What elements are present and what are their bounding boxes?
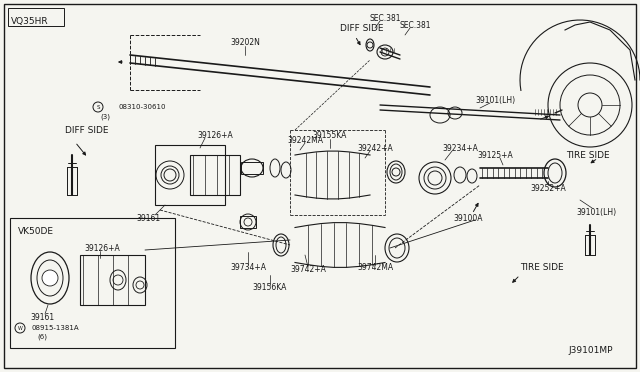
Bar	[190, 155, 240, 195]
Text: 39252+A: 39252+A	[530, 183, 566, 192]
Text: 39125+A: 39125+A	[477, 151, 513, 160]
Text: DIFF SIDE: DIFF SIDE	[65, 125, 109, 135]
Bar	[10, 218, 175, 348]
Bar	[155, 145, 225, 205]
Text: TIRE SIDE: TIRE SIDE	[520, 263, 564, 273]
Text: 39234+A: 39234+A	[442, 144, 478, 153]
Text: 39101(LH): 39101(LH)	[576, 208, 616, 217]
Text: VQ35HR: VQ35HR	[11, 17, 49, 26]
Bar	[241, 162, 263, 174]
Text: SEC.381: SEC.381	[369, 13, 401, 22]
Text: 08310-30610: 08310-30610	[118, 104, 166, 110]
Text: SEC.381: SEC.381	[399, 20, 431, 29]
Bar	[8, 8, 64, 26]
Bar	[80, 255, 145, 305]
Text: 39742MA: 39742MA	[357, 263, 393, 273]
Text: 39161: 39161	[136, 214, 160, 222]
Text: (6): (6)	[37, 334, 47, 340]
Text: 39161: 39161	[30, 314, 54, 323]
Bar	[240, 216, 256, 228]
Text: 39202N: 39202N	[230, 38, 260, 46]
Text: 39126+A: 39126+A	[197, 131, 233, 140]
Circle shape	[42, 270, 58, 286]
Text: J39101MP: J39101MP	[568, 346, 613, 355]
Text: 39156KA: 39156KA	[253, 283, 287, 292]
Text: (3): (3)	[100, 114, 110, 120]
Text: 39100A: 39100A	[453, 214, 483, 222]
Text: 39101(LH): 39101(LH)	[475, 96, 515, 105]
Text: TIRE SIDE: TIRE SIDE	[566, 151, 610, 160]
Text: DIFF SIDE: DIFF SIDE	[340, 23, 383, 32]
Text: S: S	[96, 105, 100, 109]
Text: 39242+A: 39242+A	[357, 144, 393, 153]
Text: 08915-1381A: 08915-1381A	[31, 325, 79, 331]
Text: 39242MA: 39242MA	[287, 135, 323, 144]
Text: VK50DE: VK50DE	[18, 227, 54, 236]
Text: 39734+A: 39734+A	[230, 263, 266, 273]
Text: 39155KA: 39155KA	[313, 131, 347, 140]
Text: 39742+A: 39742+A	[290, 266, 326, 275]
Text: W: W	[17, 326, 22, 330]
Text: 39126+A: 39126+A	[84, 244, 120, 253]
